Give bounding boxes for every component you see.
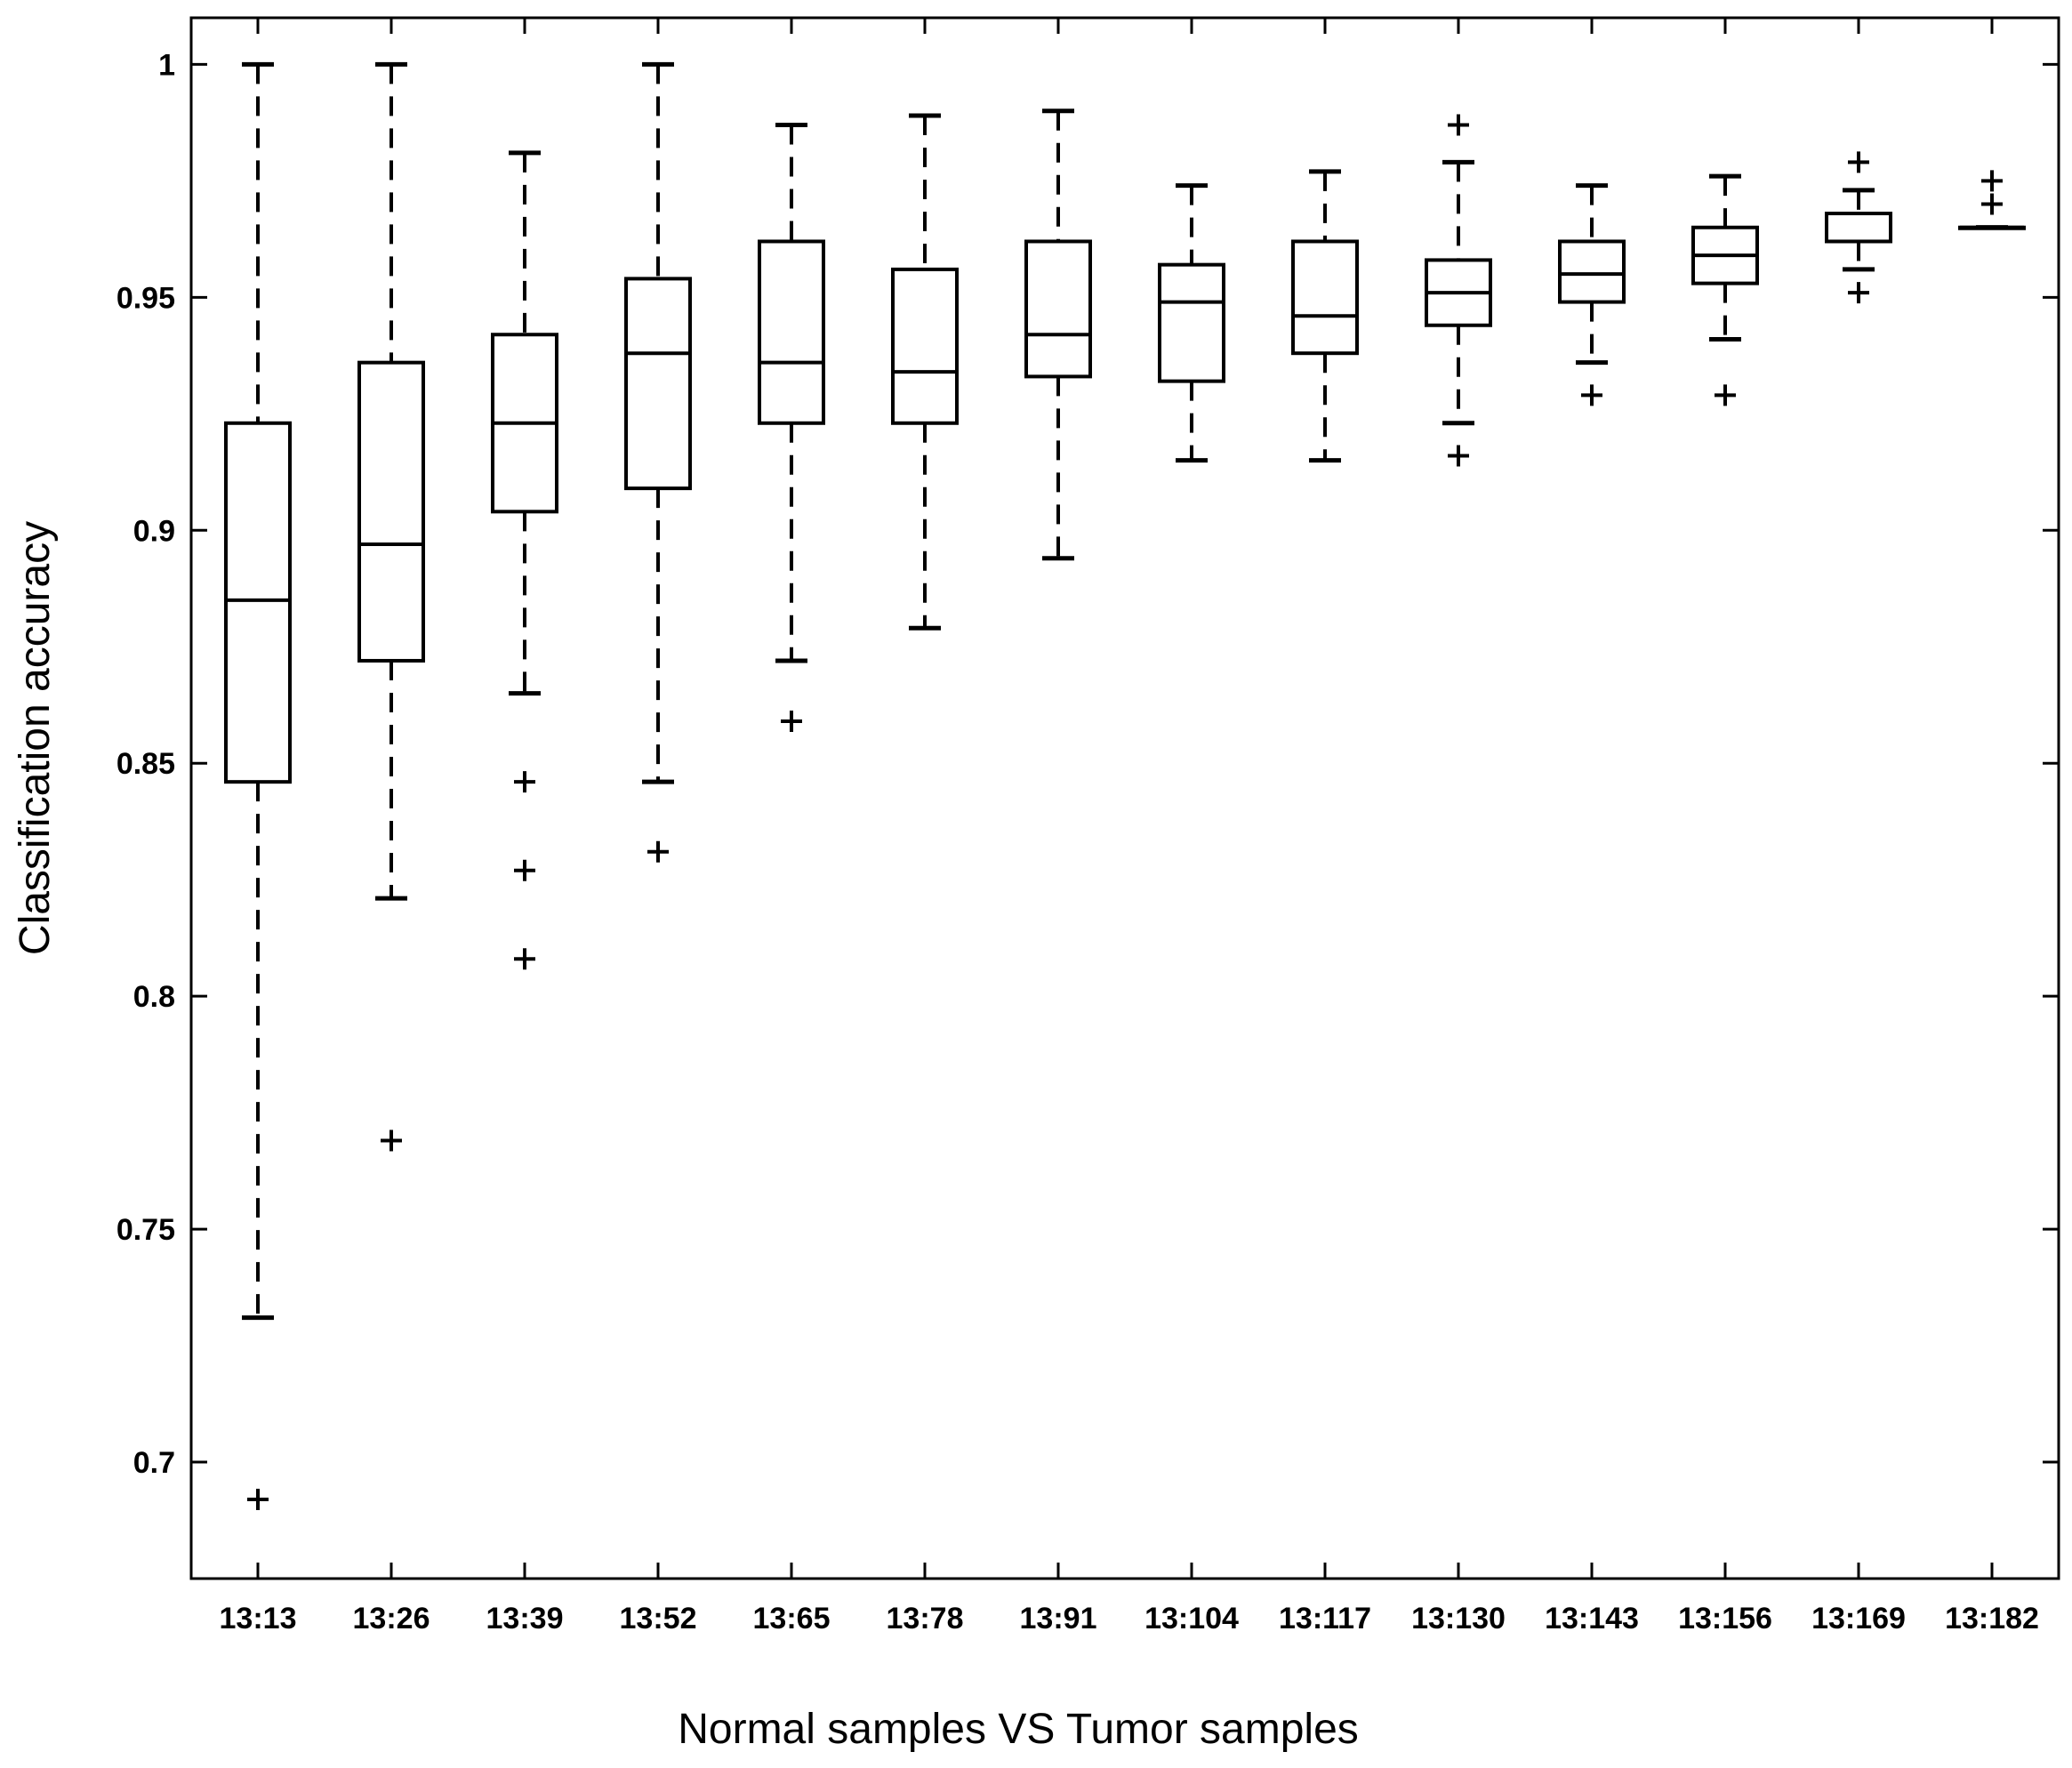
iqr-box (1825, 212, 1892, 244)
outlier-marker (1848, 151, 1869, 173)
outlier-marker (1981, 193, 2003, 215)
outlier-marker (247, 1488, 269, 1510)
x-axis-label: Normal samples VS Tumor samples (678, 1706, 1359, 1753)
box-group (758, 122, 825, 733)
x-tick-label: 13:91 (1020, 1602, 1097, 1635)
x-tick-label: 13:143 (1545, 1602, 1639, 1635)
outlier-marker (781, 711, 802, 733)
box-series (224, 61, 2026, 1510)
y-tick-label: 0.8 (133, 980, 175, 1014)
box-group (1825, 151, 1892, 304)
iqr-box (1158, 262, 1225, 383)
box-group (891, 113, 959, 631)
box-group (224, 61, 292, 1510)
outlier-marker (1715, 384, 1736, 406)
y-tick-label: 0.85 (116, 747, 175, 781)
iqr-box (1291, 239, 1359, 356)
outlier-marker (1448, 114, 1469, 136)
outlier-marker (1448, 445, 1469, 467)
x-tick-label: 13:39 (486, 1602, 564, 1635)
outlier-marker (381, 1129, 402, 1152)
axis-ticks (191, 18, 2059, 1579)
outlier-marker (1981, 170, 2003, 192)
x-tick-label: 13:156 (1678, 1602, 1772, 1635)
outlier-marker (647, 840, 669, 863)
x-tick-label: 13:169 (1811, 1602, 1906, 1635)
iqr-box (624, 277, 692, 491)
y-tick-labels: 0.7 0.75 0.8 0.85 0.9 0.95 1 (116, 48, 175, 1480)
x-tick-label: 13:52 (620, 1602, 697, 1635)
box-group (1425, 114, 1492, 467)
iqr-box (357, 360, 425, 663)
outlier-marker (514, 859, 535, 881)
iqr-box (891, 267, 959, 425)
x-tick-labels: 13:13 13:26 13:39 13:52 13:65 13:78 13:91 13:10… (220, 1602, 2039, 1635)
box-group (1291, 169, 1359, 463)
y-tick-label: 0.95 (116, 281, 175, 315)
x-tick-label: 13:13 (220, 1602, 297, 1635)
box-group (1958, 170, 2026, 230)
iqr-box (224, 421, 292, 784)
box-group (1158, 183, 1225, 463)
box-group (1024, 108, 1092, 561)
x-tick-label: 13:78 (887, 1602, 964, 1635)
plot-frame (189, 16, 2060, 1580)
y-tick-label: 1 (158, 48, 175, 82)
iqr-box (758, 239, 825, 425)
iqr-box (1024, 239, 1092, 379)
outlier-marker (514, 948, 535, 970)
outlier-marker (514, 771, 535, 793)
x-tick-label: 13:182 (1945, 1602, 2039, 1635)
box-group (624, 61, 692, 863)
y-axis-label: Classification accuracy (12, 521, 59, 955)
box-group (491, 150, 558, 970)
outlier-marker (1848, 282, 1869, 304)
outlier-marker (1581, 384, 1602, 406)
y-tick-label: 0.7 (133, 1446, 175, 1480)
box-group (1558, 183, 1626, 406)
x-tick-label: 13:65 (753, 1602, 831, 1635)
y-tick-label: 0.75 (116, 1213, 175, 1247)
box-group (1691, 173, 1759, 406)
x-tick-label: 13:117 (1279, 1602, 1371, 1635)
x-tick-label: 13:104 (1144, 1602, 1239, 1635)
box-group (357, 61, 425, 1152)
x-tick-label: 13:26 (353, 1602, 430, 1635)
y-tick-label: 0.9 (133, 514, 175, 548)
x-tick-label: 13:130 (1411, 1602, 1506, 1635)
iqr-box (1558, 239, 1626, 304)
